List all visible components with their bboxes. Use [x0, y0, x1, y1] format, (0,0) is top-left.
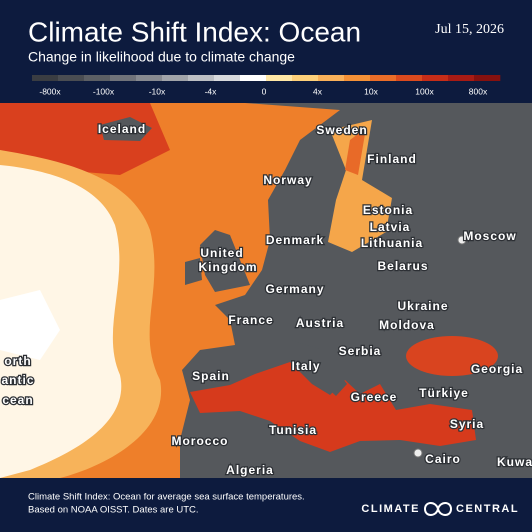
legend-label: 800x — [469, 86, 488, 96]
place-label: Georgia — [471, 362, 523, 376]
place-label: United — [200, 246, 243, 260]
place-label: Tunisia — [269, 423, 317, 437]
legend-swatch — [136, 75, 163, 81]
land — [185, 258, 202, 285]
footer-note: Based on NOAA OISST. Dates are UTC. — [28, 505, 199, 516]
place-label: cean — [2, 393, 33, 407]
header-bg — [0, 0, 532, 103]
place-label: Estonia — [363, 203, 413, 217]
place-label: Latvia — [370, 220, 411, 234]
legend-swatch — [214, 75, 241, 81]
land — [100, 117, 152, 141]
legend-swatch — [370, 75, 397, 81]
mediterranean-sea — [190, 362, 476, 452]
ocean-anomaly — [0, 290, 60, 360]
place-label: Germany — [265, 282, 324, 296]
legend-swatch — [240, 75, 267, 81]
legend-label: 4x — [313, 86, 323, 96]
place-label: Moscow — [463, 229, 516, 243]
date: Jul 15, 2026 — [435, 22, 504, 37]
place-label: Cairo — [425, 452, 461, 466]
subtitle: Change in likelihood due to climate chan… — [28, 49, 295, 65]
legend-swatch — [84, 75, 111, 81]
place-label: Türkiye — [419, 386, 469, 400]
land — [290, 340, 347, 396]
place-label: Morocco — [171, 434, 228, 448]
title: Climate Shift Index: Ocean — [28, 16, 361, 47]
legend-label: -800x — [39, 86, 61, 96]
place-label: Serbia — [339, 344, 382, 358]
legend-swatch — [188, 75, 215, 81]
place-label: Finland — [367, 152, 417, 166]
place-label: Austria — [296, 316, 344, 330]
place-labels: Iceland Sweden Finland Norway Estonia Latvia L… — [0, 121, 532, 478]
place-label: Greece — [351, 390, 398, 404]
place-label: Lithuania — [361, 236, 423, 250]
place-label: Belarus — [377, 259, 428, 273]
place-label: Iceland — [98, 122, 146, 136]
place-label: Kuwa — [497, 455, 532, 469]
legend-swatch — [396, 75, 423, 81]
place-label: Kingdom — [199, 260, 258, 274]
legend-swatch — [110, 75, 137, 81]
logo-mark — [423, 502, 453, 516]
baltic-sea — [328, 120, 392, 252]
legend-label: -4x — [205, 86, 218, 96]
footer-bg — [0, 478, 532, 532]
legend-label: 100x — [415, 86, 434, 96]
legend-swatch — [448, 75, 475, 81]
legend-swatch — [292, 75, 319, 81]
logo-text: CENTRAL — [456, 503, 519, 515]
ocean-anomaly — [345, 128, 366, 175]
black-sea — [406, 336, 498, 376]
city-dot — [457, 235, 467, 245]
city-dot — [413, 448, 423, 458]
place-label: Syria — [450, 417, 484, 431]
legend-label: -10x — [149, 86, 166, 96]
place-label: Norway — [263, 173, 312, 187]
place-label: Denmark — [266, 233, 324, 247]
legend-swatch — [318, 75, 345, 81]
place-label: Algeria — [226, 463, 274, 477]
logo-text: CLIMATE — [361, 503, 420, 515]
legend-swatch — [474, 75, 501, 81]
land — [200, 230, 250, 292]
place-label: Italy — [291, 359, 320, 373]
place-label: antic — [1, 373, 34, 387]
legend-label: -100x — [93, 86, 115, 96]
legend-swatch — [422, 75, 449, 81]
place-label: France — [228, 313, 273, 327]
map: Iceland Sweden Finland Norway Estonia Latvia L… — [0, 103, 532, 478]
legend-label: 10x — [364, 86, 378, 96]
footer-note: Climate Shift Index: Ocean for average s… — [28, 492, 305, 503]
place-label: Sweden — [316, 123, 367, 137]
legend-swatch — [162, 75, 189, 81]
legend-swatch — [58, 75, 85, 81]
legend-label: 0 — [262, 86, 267, 96]
place-label: orth — [4, 354, 31, 368]
legend-swatch — [266, 75, 293, 81]
legend-swatch — [32, 75, 59, 81]
place-label: Spain — [192, 369, 230, 383]
legend-swatch — [344, 75, 371, 81]
place-label: Ukraine — [397, 299, 448, 313]
place-label: Moldova — [379, 318, 435, 332]
ocean-anomaly — [0, 165, 122, 478]
legend: -800x -100x -10x -4x 0 4x 10x 100x 800x — [32, 75, 501, 96]
